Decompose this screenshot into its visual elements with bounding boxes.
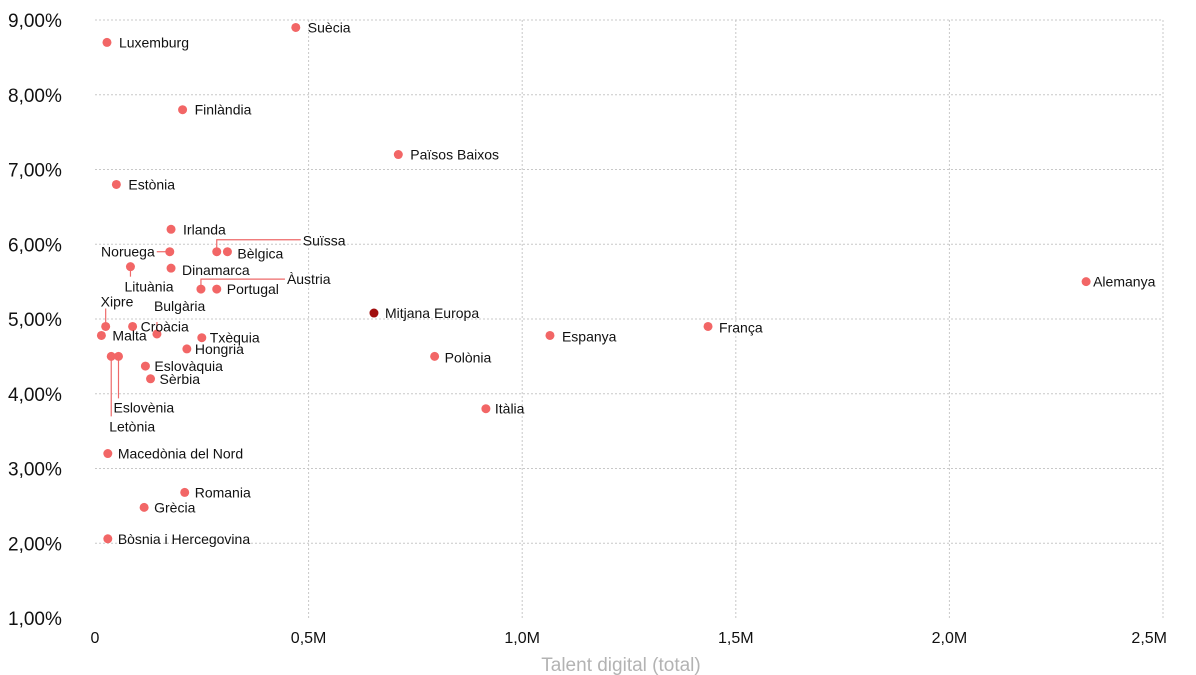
point-label: Luxemburg [119, 34, 189, 50]
data-point[interactable] [139, 502, 149, 512]
point-label: Croàcia [141, 318, 189, 334]
x-tick-label: 1,0M [504, 630, 540, 647]
data-point[interactable] [393, 150, 403, 160]
point-label: Lituània [124, 279, 173, 295]
point-label: Xipre [101, 293, 134, 309]
y-tick-label: 3,00% [8, 460, 62, 481]
point-label: Letònia [109, 418, 155, 434]
y-tick-label: 8,00% [8, 86, 62, 107]
data-point[interactable] [430, 351, 440, 361]
data-point[interactable] [197, 333, 207, 343]
data-point[interactable] [222, 247, 232, 257]
data-point[interactable] [103, 534, 113, 544]
data-point[interactable] [152, 329, 162, 339]
point-label: Malta [112, 327, 146, 343]
point-label: Romania [195, 484, 251, 500]
point-label: Macedònia del Nord [118, 446, 243, 462]
point-label: Noruega [101, 244, 155, 260]
x-tick-label: 2,5M [1131, 630, 1167, 647]
point-label: Eslovàquia [154, 358, 223, 374]
y-tick-label: 4,00% [8, 385, 62, 406]
y-tick-label: 9,00% [8, 11, 62, 32]
point-label: Bèlgica [237, 246, 283, 262]
point-label: Sèrbia [160, 371, 201, 387]
data-point[interactable] [140, 361, 150, 371]
point-label: Hongria [195, 341, 244, 357]
data-point[interactable] [369, 308, 379, 318]
data-point[interactable] [182, 344, 192, 354]
point-label: Espanya [562, 328, 617, 344]
data-point[interactable] [103, 449, 113, 459]
point-label: Portugal [227, 281, 279, 297]
point-label: França [719, 319, 763, 335]
point-label: Estònia [128, 176, 175, 192]
point-label: Àustria [287, 271, 331, 287]
data-point[interactable] [178, 105, 188, 115]
data-point[interactable] [96, 330, 106, 340]
x-axis-title: Talent digital (total) [541, 655, 700, 675]
data-point[interactable] [113, 351, 123, 361]
point-label: Suècia [308, 19, 351, 35]
point-label: Polònia [445, 349, 492, 365]
data-point[interactable] [128, 321, 138, 331]
point-label: Dinamarca [182, 262, 250, 278]
point-label: Finlàndia [195, 102, 252, 118]
y-tick-label: 7,00% [8, 161, 62, 182]
point-label: Bulgària [154, 298, 206, 314]
data-point[interactable] [1081, 277, 1091, 287]
y-tick-label: 6,00% [8, 235, 62, 256]
point-label: Països Baixos [410, 147, 499, 163]
data-point[interactable] [166, 224, 176, 234]
x-tick-label: 0 [91, 630, 100, 647]
point-label: Txèquia [210, 330, 260, 346]
data-point[interactable] [212, 284, 222, 294]
data-point[interactable] [703, 321, 713, 331]
y-tick-label: 2,00% [8, 534, 62, 555]
point-label: Irlanda [183, 221, 226, 237]
data-point[interactable] [481, 404, 491, 414]
data-point[interactable] [165, 247, 175, 257]
data-point[interactable] [212, 247, 222, 257]
data-point[interactable] [180, 487, 190, 497]
point-label: Eslovènia [113, 399, 174, 415]
x-tick-label: 0,5M [291, 630, 327, 647]
point-label: Mitjana Europa [385, 305, 479, 321]
x-tick-label: 2,0M [932, 630, 968, 647]
point-label: Itàlia [495, 401, 525, 417]
data-point[interactable] [102, 37, 112, 47]
point-label: Alemanya [1093, 274, 1155, 290]
point-label: Bòsnia i Hercegovina [118, 531, 251, 547]
data-point[interactable] [545, 330, 555, 340]
data-point[interactable] [101, 321, 111, 331]
point-label: Suïssa [303, 233, 346, 249]
data-point[interactable] [196, 284, 206, 294]
y-tick-label: 1,00% [8, 609, 62, 630]
y-tick-label: 5,00% [8, 310, 62, 331]
data-point[interactable] [166, 263, 176, 273]
data-point[interactable] [125, 262, 135, 272]
data-point[interactable] [111, 179, 121, 189]
point-label: Grècia [154, 499, 195, 515]
data-point[interactable] [146, 374, 156, 384]
data-point[interactable] [291, 22, 301, 32]
x-tick-label: 1,5M [718, 630, 754, 647]
data-point[interactable] [106, 351, 116, 361]
